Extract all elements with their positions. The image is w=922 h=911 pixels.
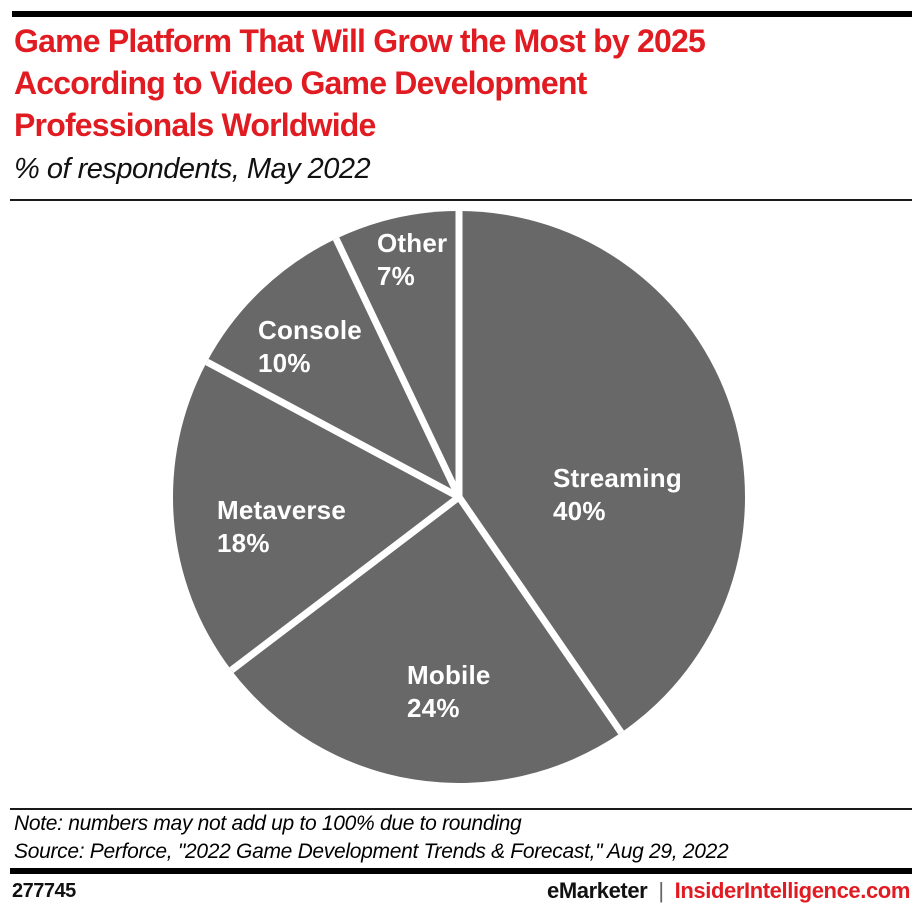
bottom-divider-bar (10, 868, 912, 874)
slice-label-name: Mobile (407, 660, 491, 690)
slice-label-metaverse: Metaverse 18% (217, 494, 346, 560)
pie-slice-metaverse (172, 361, 459, 671)
top-divider-bar (12, 11, 912, 17)
pie-chart (172, 211, 745, 783)
slice-label-name: Streaming (553, 463, 682, 493)
pie-separator (205, 358, 461, 501)
slice-label-value: 10% (258, 348, 311, 378)
slice-label-value: 18% (217, 528, 270, 558)
pie-slice-streaming (459, 211, 745, 733)
chart-title-line-2: According to Video Game Development (14, 65, 587, 101)
slice-label-console: Console 10% (258, 314, 362, 380)
pie-separator (332, 237, 463, 499)
footer-rule (10, 808, 912, 810)
slice-label-value: 40% (553, 496, 606, 526)
chart-title-line-1: Game Platform That Will Grow the Most by… (14, 23, 706, 59)
slice-label-mobile: Mobile 24% (407, 659, 491, 725)
chart-source: Source: Perforce, "2022 Game Development… (14, 840, 729, 863)
chart-title-line-3: Professionals Worldwide (14, 107, 376, 143)
chart-id: 277745 (12, 880, 76, 902)
footer-brands: eMarketer | InsiderIntelligence.com (547, 878, 910, 904)
brand-separator: | (658, 878, 664, 903)
slice-label-name: Other (377, 228, 448, 258)
slice-label-other: Other 7% (377, 227, 447, 293)
emarketer-brand: eMarketer (546, 878, 648, 903)
pie-separator (229, 494, 462, 673)
chart-subtitle: % of respondents, May 2022 (14, 153, 371, 185)
pie-separator (456, 495, 625, 735)
pie-slice-console (206, 238, 459, 497)
slice-label-name: Console (258, 315, 362, 345)
chart-note: Note: numbers may not add up to 100% due… (14, 812, 522, 835)
insider-intelligence-brand: InsiderIntelligence.com (674, 878, 911, 903)
slice-label-value: 24% (407, 693, 460, 723)
chart-title: Game Platform That Will Grow the Most by… (14, 20, 706, 146)
slice-label-name: Metaverse (217, 495, 346, 525)
header-rule (10, 199, 912, 201)
pie-slice-mobile (231, 497, 622, 783)
slice-label-value: 7% (377, 261, 415, 291)
slice-label-streaming: Streaming 40% (553, 462, 682, 528)
